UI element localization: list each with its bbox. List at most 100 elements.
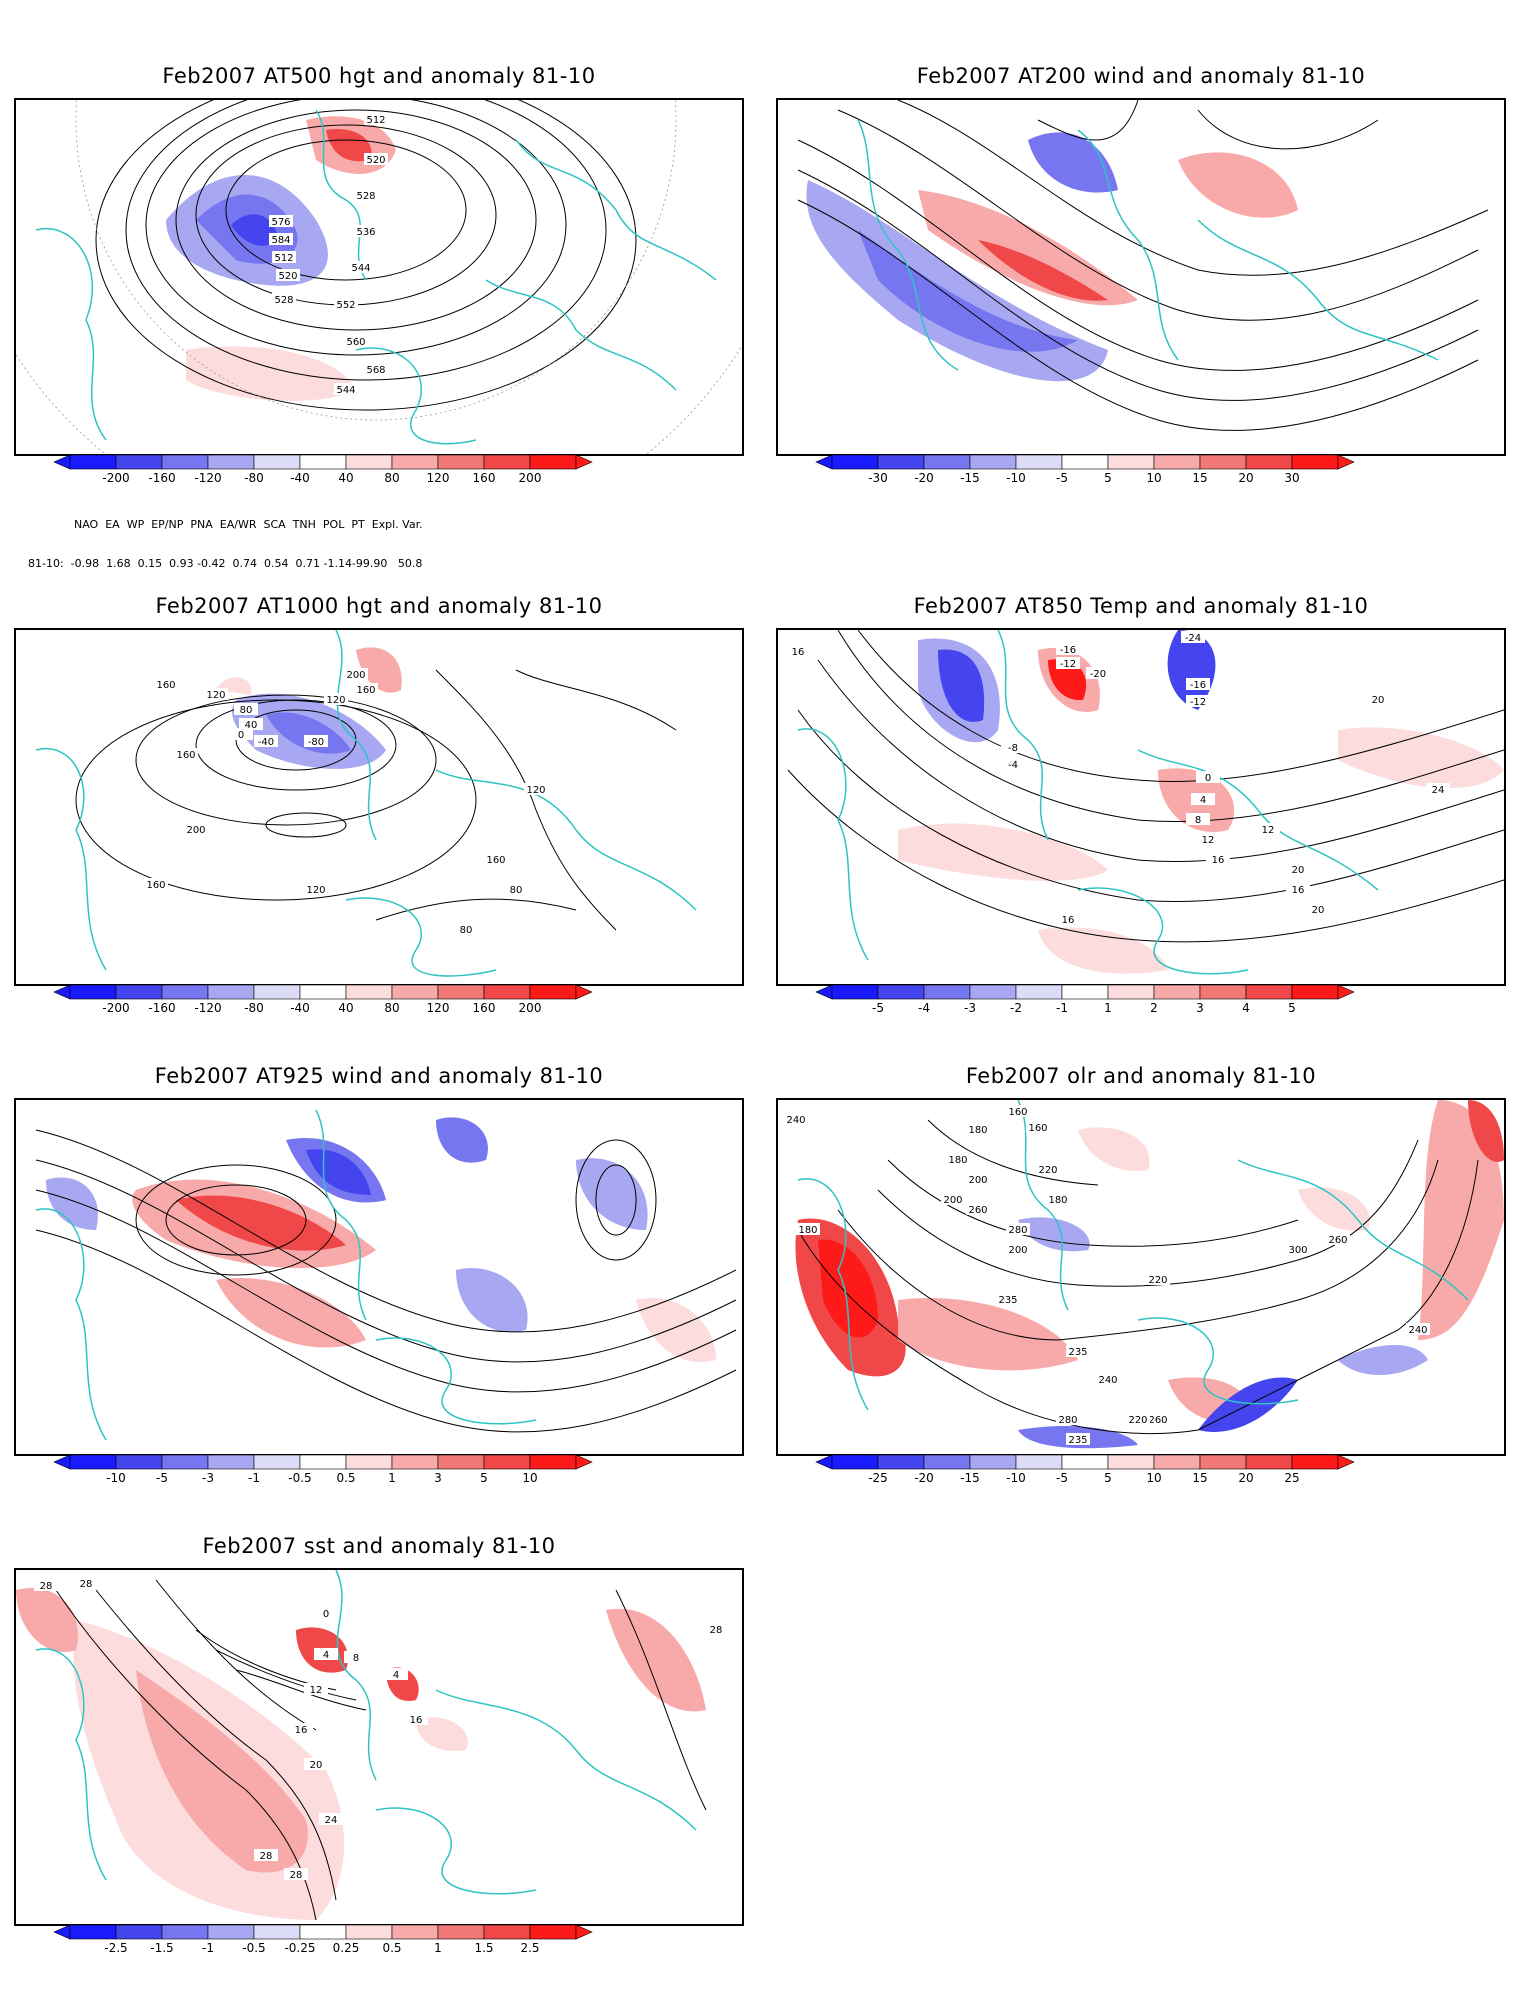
map-canvas: 512 520 528 536 544 552 560 568 576 584 512 520 528 5… xyxy=(16,100,742,454)
colorbar: -30 -20 -15 -10 -5 5 10 15 20 30 xyxy=(815,454,1456,487)
contour-label-bg xyxy=(1146,1273,1170,1285)
contour-label: 544 xyxy=(351,263,370,274)
colorbar-tick-label: -1 xyxy=(248,1471,260,1485)
panel-at500-hgt: Feb2007 AT500 hgt and anomaly 81-10 xyxy=(14,60,744,570)
colorbar-tick-label: -80 xyxy=(244,471,264,485)
contour-label: 80 xyxy=(240,705,253,716)
colorbar-tick-label: -15 xyxy=(960,471,980,485)
contour-label-bg xyxy=(289,1723,313,1735)
contour-label-bg xyxy=(1326,1233,1350,1245)
colorbar-segment xyxy=(391,454,439,470)
colorbar-arrow-high xyxy=(575,454,593,470)
colorbar-segment xyxy=(1245,984,1293,1000)
colorbar-segment xyxy=(483,1924,531,1940)
contour-label-bg xyxy=(704,1623,728,1635)
contour-label: 235 xyxy=(998,1295,1017,1306)
contour-label-bg xyxy=(334,298,358,310)
contour-label: 544 xyxy=(336,385,355,396)
contour-label-bg xyxy=(1306,903,1330,915)
colorbar-segment xyxy=(529,984,577,1000)
contour-label: 528 xyxy=(274,295,293,306)
colorbar-tick-label: 0.25 xyxy=(333,1941,360,1955)
colorbar-tick-label: -5 xyxy=(1056,1471,1068,1485)
contour-label-bg xyxy=(354,189,378,201)
colorbar-tick-label: 15 xyxy=(1192,471,1207,485)
map-at500-hgt: 512 520 528 536 544 552 560 568 576 584 512 520 528 5… xyxy=(14,98,744,456)
panel-at925-wind: Feb2007 AT925 wind and anomaly 81-10 xyxy=(14,1060,744,1490)
colorbar-tick-label: 0.5 xyxy=(336,1471,355,1485)
contour-label: 120 xyxy=(306,885,325,896)
contour-label-bg xyxy=(941,1193,965,1205)
colorbar-segment xyxy=(345,454,393,470)
colorbar-segment xyxy=(1245,454,1293,470)
colorbar: -25 -20 -15 -10 -5 5 10 15 20 25 xyxy=(815,1454,1456,1487)
colorbar-tick-label: -25 xyxy=(868,1471,888,1485)
colorbar-svg: -25 -20 -15 -10 -5 5 10 15 20 25 xyxy=(815,1454,1355,1485)
contour-label: 160 xyxy=(356,685,375,696)
contour-label: 200 xyxy=(943,1195,962,1206)
contour-label-bg xyxy=(796,1223,820,1235)
colorbar-tick-label: -4 xyxy=(918,1001,930,1015)
contour-label-bg xyxy=(324,693,348,705)
colorbar-tick-label: 200 xyxy=(519,1001,542,1015)
colorbar-segment xyxy=(437,1924,485,1940)
contour-label: 20 xyxy=(310,1760,323,1771)
colorbar-tick-label: 120 xyxy=(427,471,450,485)
contour-label-bg xyxy=(344,1651,368,1663)
contour-label: 80 xyxy=(510,885,523,896)
contour-label: 160 xyxy=(1008,1107,1027,1118)
colorbar-segment xyxy=(299,1454,347,1470)
contour-label: 536 xyxy=(356,227,375,238)
contour-label-bg xyxy=(454,923,478,935)
contour-label-bg xyxy=(1366,693,1390,705)
contour-label: 20 xyxy=(1292,865,1305,876)
contour-label-bg xyxy=(269,215,293,227)
colorbar-segment xyxy=(1291,454,1339,470)
colorbar-segment xyxy=(1107,1454,1155,1470)
contour-label: 512 xyxy=(366,115,385,126)
colorbar-segment xyxy=(253,1454,301,1470)
colorbar-arrow-low xyxy=(815,1454,833,1470)
colorbar-segment xyxy=(483,1454,531,1470)
contour-label: 24 xyxy=(1432,785,1445,796)
colorbar-segment xyxy=(831,1454,879,1470)
teleconnection-headers: NAO EA WP EP/NP PNA EA/WR SCA TNH POL PT… xyxy=(74,518,423,531)
contour-label: 12 xyxy=(1262,825,1275,836)
contour-label-bg xyxy=(304,1683,328,1695)
colorbar-segment xyxy=(69,454,117,470)
map-canvas: 160 120 80 400 -40 -80 200 160 120 160 200 160 120 80… xyxy=(35,630,697,977)
contour-label: 12 xyxy=(310,1685,323,1696)
colorbar-tick-label: 1 xyxy=(434,1941,442,1955)
contour-label: 260 xyxy=(1148,1415,1167,1426)
colorbar-arrow-high xyxy=(1337,454,1355,470)
contour-label-bg xyxy=(1191,793,1215,805)
contour-label: 576 xyxy=(271,217,290,228)
contour-label: 16 xyxy=(1212,855,1225,866)
contour-label: 160 xyxy=(1028,1123,1047,1134)
colorbar-segment xyxy=(1061,454,1109,470)
colorbar-tick-label: 0.5 xyxy=(382,1941,401,1955)
colorbar-segment xyxy=(923,454,971,470)
contour-label: 528 xyxy=(356,191,375,202)
contour-label: 260 xyxy=(1328,1235,1347,1246)
teleconnection-values: 81-10: -0.98 1.68 0.15 0.93 -0.42 0.74 0… xyxy=(28,557,423,570)
contour-label-bg xyxy=(319,1813,343,1825)
contour-label-bg xyxy=(1256,823,1280,835)
contour-label: 200 xyxy=(346,670,365,681)
colorbar-segment xyxy=(161,1454,209,1470)
contour-label-bg xyxy=(1066,1345,1090,1357)
colorbar-svg: -2.5 -1.5 -1 -0.5 -0.25 0.25 0.5 1 1.5 2.5 xyxy=(53,1924,593,1955)
contour-label: -20 xyxy=(1090,669,1106,680)
map-at850-temp: 16 -16 -12 -20 -24 -16 -12 -8 -4 0 4 8 12 16 20 24 20 12 1… xyxy=(776,628,1506,986)
contour-label: 0 xyxy=(1205,773,1211,784)
colorbar-svg: -30 -20 -15 -10 -5 5 10 15 20 30 xyxy=(815,454,1355,485)
colorbar-segment xyxy=(1107,984,1155,1000)
contour-label-bg xyxy=(1006,1105,1030,1117)
colorbar-tick-label: 5 xyxy=(1104,1471,1112,1485)
contour-label-bg xyxy=(314,1607,338,1619)
contour-label-bg xyxy=(1001,758,1025,770)
colorbar-tick-label: 30 xyxy=(1284,471,1299,485)
colorbar-segment xyxy=(253,1924,301,1940)
contour-label-bg xyxy=(1186,678,1210,690)
contour-label: 28 xyxy=(260,1851,273,1862)
